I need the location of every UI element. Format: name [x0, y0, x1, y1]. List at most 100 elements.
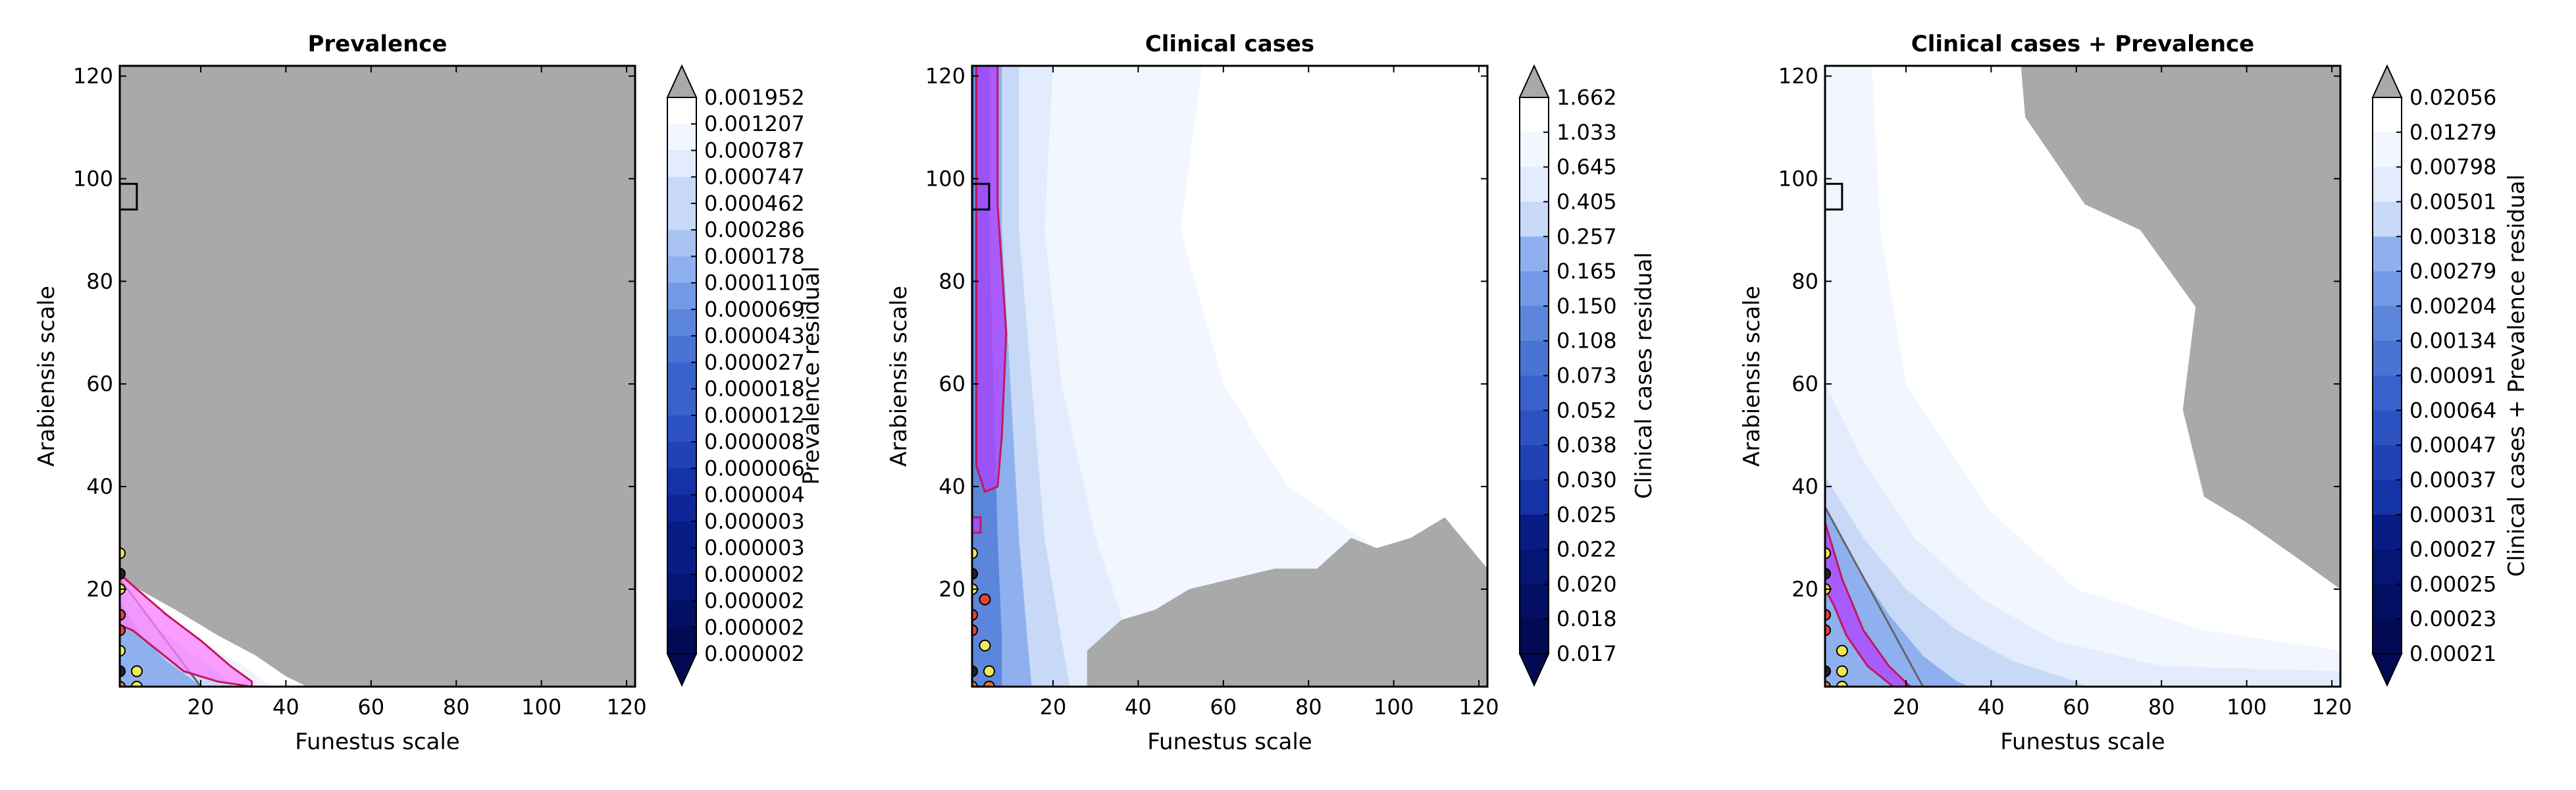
x-tick-label: 80	[1295, 695, 1322, 720]
y-tick-label: 60	[939, 371, 966, 396]
x-axis-label: Funestus scale	[295, 729, 459, 755]
colorbar-tick-label: 0.00023	[2409, 606, 2496, 631]
colorbar-tick-label: 0.01279	[2409, 120, 2496, 145]
contour-region	[2021, 66, 2340, 589]
colorbar-segment	[2373, 619, 2402, 654]
x-tick-label: 40	[1125, 695, 1152, 720]
colorbar-tick-label: 0.00134	[2409, 329, 2496, 354]
colorbar-segment	[667, 574, 696, 602]
data-point	[972, 665, 978, 677]
colorbar-segment	[667, 124, 696, 151]
chart-title: Clinical cases + Prevalence	[1911, 31, 2255, 57]
y-tick-label: 40	[939, 474, 966, 499]
colorbar-tick-label: 0.073	[1557, 363, 1617, 388]
axes-frame	[1824, 65, 2342, 688]
data-point	[1825, 624, 1831, 637]
y-tick-label: 20	[1791, 577, 1818, 602]
colorbar-tick-label: 0.038	[1557, 433, 1617, 458]
data-point	[130, 681, 143, 687]
plot-area	[972, 66, 1487, 687]
colorbar-segment	[667, 388, 696, 416]
y-tick-label: 20	[86, 577, 113, 602]
x-tick-label: 60	[2063, 695, 2090, 720]
data-point	[979, 639, 991, 652]
contour-region	[972, 66, 1487, 687]
y-tick-label: 40	[1791, 474, 1818, 499]
x-tick-label: 120	[607, 695, 647, 720]
colorbar-segment	[667, 468, 696, 496]
colorbar-tick-label: 0.025	[1557, 502, 1617, 527]
colorbar-segment	[1520, 584, 1549, 619]
colorbar-tick-label: 0.00027	[2409, 537, 2496, 562]
triangle-outline	[1825, 506, 1924, 687]
colorbar-tick-label: 0.000002	[704, 562, 805, 587]
colorbar-tick-label: 0.000002	[704, 641, 805, 666]
colorbar-segment	[1520, 97, 1549, 133]
x-tick-label: 100	[1374, 695, 1414, 720]
colorbar-label: Prevalence residual	[798, 266, 825, 485]
data-point	[120, 547, 126, 560]
colorbar-tick-label: 0.000747	[704, 165, 805, 190]
colorbar-tick-label: 0.02056	[2409, 85, 2496, 110]
colorbar-tick-label: 1.033	[1557, 120, 1617, 145]
contour-region	[120, 66, 635, 687]
colorbar-segment	[667, 203, 696, 230]
y-tick-label: 80	[939, 269, 966, 294]
x-tick-label: 20	[188, 695, 215, 720]
colorbar-segment	[667, 442, 696, 469]
colorbar-tick-label: 0.000003	[704, 535, 805, 560]
colorbar-segment	[667, 415, 696, 442]
colorbar-tick-label: 0.000012	[704, 403, 805, 428]
y-tick-label: 60	[86, 371, 113, 396]
colorbar-frame	[667, 97, 697, 654]
x-tick-label: 60	[357, 695, 384, 720]
colorbar-tick-label: 0.165	[1557, 259, 1617, 284]
colorbar-segment	[2373, 410, 2402, 446]
colorbar-tick-label: 0.00204	[2409, 294, 2496, 319]
colorbar-tick-label: 0.257	[1557, 224, 1617, 249]
colorbar-tick-label: 0.00501	[2409, 189, 2496, 214]
x-tick-label: 20	[1040, 695, 1067, 720]
colorbar-segment	[667, 282, 696, 310]
colorbar-tick-label: 0.00064	[2409, 398, 2496, 423]
y-tick-label: 20	[939, 577, 966, 602]
colorbar-tick-label: 0.000002	[704, 615, 805, 640]
y-tick-label: 120	[1778, 64, 1818, 89]
y-tick-label: 100	[925, 166, 966, 191]
contour-region	[1825, 384, 2340, 687]
x-tick-label: 120	[1459, 695, 1499, 720]
highlight-region	[1825, 522, 1912, 687]
data-point	[120, 665, 126, 677]
x-axis-label: Funestus scale	[2000, 729, 2165, 755]
box-marker	[1825, 182, 1843, 211]
colorbar-tick-label: 0.000008	[704, 429, 805, 454]
panel-2: 20 40 60 80 100 120 20 40 60 80 100 120 Clinical cas…	[886, 31, 1657, 755]
colorbar: 0.02056 0.01279 0.00798 0.00501 0.00318 0.002…	[2371, 64, 2530, 687]
panel-3: 20 40 60 80 100 120 20 40 60 80 100 120 Clinical cas…	[1739, 31, 2530, 755]
contour-region	[1087, 517, 1487, 687]
colorbar-segment	[2373, 236, 2402, 272]
colorbar-tick-label: 0.030	[1557, 467, 1617, 492]
contour-region	[120, 599, 201, 687]
colorbar-tick-label: 0.00798	[2409, 155, 2496, 180]
highlight-region	[120, 572, 253, 687]
data-point	[972, 624, 978, 637]
colorbar-tick-label: 0.017	[1557, 641, 1617, 666]
colorbar-tick-label: 0.000178	[704, 244, 805, 269]
colorbar-segment	[667, 336, 696, 363]
colorbar-segment	[2373, 132, 2402, 168]
data-point	[120, 608, 126, 621]
colorbar-segment	[1520, 445, 1549, 481]
data-point	[1836, 681, 1848, 687]
colorbar-segment	[1520, 236, 1549, 272]
colorbar-tick-label: 0.000018	[704, 377, 805, 402]
colorbar-segment	[1520, 514, 1549, 550]
colorbar-segment	[2373, 584, 2402, 619]
colorbar-tick-label: 0.000027	[704, 350, 805, 375]
chart-title: Prevalence	[308, 31, 448, 57]
colorbar-segment	[1520, 167, 1549, 202]
colorbar-tick-label: 0.000002	[704, 589, 805, 614]
colorbar-segment	[1520, 479, 1549, 515]
colorbar-segment	[667, 521, 696, 548]
colorbar-extend-max	[2371, 64, 2403, 98]
